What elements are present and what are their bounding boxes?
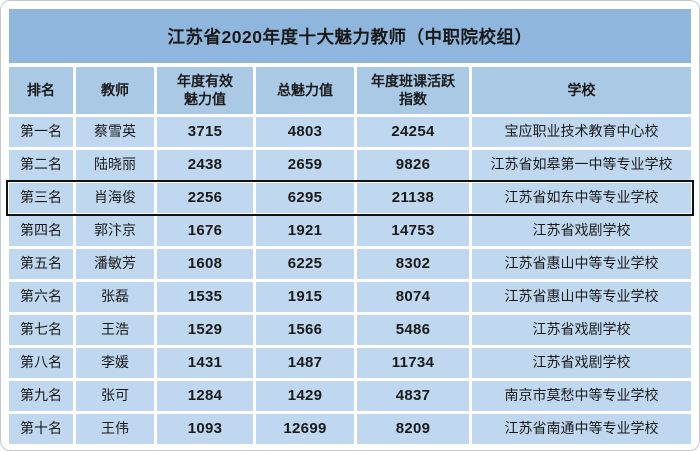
teacher-cell: 张可 [76,381,154,411]
table-row: 第六名 张磊 1535 1915 8074 江苏省惠山中等专业学校 [9,282,691,312]
table-row-highlighted: 第三名 肖海俊 2256 6295 21138 江苏省如东中等专业学校 [6,180,694,216]
activity-index-cell: 24254 [357,117,469,147]
school-cell: 江苏省戏剧学校 [472,348,691,378]
table-row: 第二名 陆晓丽 2438 2659 9826 江苏省如皋第一中等专业学校 [9,150,691,180]
total-charm-cell: 1915 [256,282,354,312]
rank-cell: 第十名 [9,414,73,444]
teacher-cell: 陆晓丽 [76,150,154,180]
header-total-charm: 总魅力值 [256,67,354,114]
teacher-cell: 潘敏芳 [76,249,154,279]
teacher-cell: 李媛 [76,348,154,378]
table-row: 第九名 张可 1284 1429 4837 南京市莫愁中等专业学校 [9,381,691,411]
effective-charm-cell: 1093 [157,414,253,444]
table-row: 第五名 潘敏芳 1608 6225 8302 江苏省惠山中等专业学校 [9,249,691,279]
activity-index-cell: 9826 [357,150,469,180]
header-effective-charm-label: 年度有效魅力值 [177,73,233,107]
rank-cell: 第四名 [9,216,73,246]
activity-index-cell: 5486 [357,315,469,345]
total-charm-cell: 1566 [256,315,354,345]
school-cell: 宝应职业技术教育中心校 [472,117,691,147]
school-cell: 江苏省戏剧学校 [472,216,691,246]
total-charm-cell: 1429 [256,381,354,411]
school-cell: 江苏省惠山中等专业学校 [472,282,691,312]
rank-cell: 第七名 [9,315,73,345]
header-activity-index: 年度班课活跃指数 [357,67,469,114]
table-row: 第八名 李媛 1431 1487 11734 江苏省戏剧学校 [9,348,691,378]
header-activity-index-label: 年度班课活跃指数 [371,73,455,107]
rank-cell: 第二名 [9,150,73,180]
rank-cell: 第九名 [9,381,73,411]
activity-index-cell: 8074 [357,282,469,312]
activity-index-cell: 21138 [357,183,469,213]
table-header-row: 排名 教师 年度有效魅力值 总魅力值 年度班课活跃指数 学校 [9,67,691,114]
header-school: 学校 [472,67,691,114]
effective-charm-cell: 3715 [157,117,253,147]
teacher-cell: 肖海俊 [76,183,154,213]
teacher-cell: 郭汴京 [76,216,154,246]
effective-charm-cell: 2438 [157,150,253,180]
table-row: 第四名 郭汴京 1676 1921 14753 江苏省戏剧学校 [9,216,691,246]
activity-index-cell: 11734 [357,348,469,378]
rank-cell: 第三名 [9,183,73,213]
school-cell: 江苏省惠山中等专业学校 [472,249,691,279]
teacher-cell: 王浩 [76,315,154,345]
school-cell: 南京市莫愁中等专业学校 [472,381,691,411]
teacher-cell: 张磊 [76,282,154,312]
teacher-cell: 蔡雪英 [76,117,154,147]
activity-index-cell: 4837 [357,381,469,411]
total-charm-cell: 4803 [256,117,354,147]
activity-index-cell: 8209 [357,414,469,444]
teacher-cell: 王伟 [76,414,154,444]
school-cell: 江苏省戏剧学校 [472,315,691,345]
effective-charm-cell: 2256 [157,183,253,213]
total-charm-cell: 1921 [256,216,354,246]
activity-index-cell: 8302 [357,249,469,279]
table-title: 江苏省2020年度十大魅力教师（中职院校组） [9,9,691,63]
school-cell: 江苏省南通中等专业学校 [472,414,691,444]
total-charm-cell: 2659 [256,150,354,180]
rank-cell: 第六名 [9,282,73,312]
table-row: 第十名 王伟 1093 12699 8209 江苏省南通中等专业学校 [9,414,691,444]
total-charm-cell: 6295 [256,183,354,213]
header-teacher: 教师 [76,67,154,114]
table-row: 第七名 王浩 1529 1566 5486 江苏省戏剧学校 [9,315,691,345]
effective-charm-cell: 1431 [157,348,253,378]
school-cell: 江苏省如东中等专业学校 [472,183,691,213]
rank-cell: 第五名 [9,249,73,279]
activity-index-cell: 14753 [357,216,469,246]
total-charm-cell: 1487 [256,348,354,378]
total-charm-cell: 6225 [256,249,354,279]
rank-cell: 第八名 [9,348,73,378]
effective-charm-cell: 1608 [157,249,253,279]
school-cell: 江苏省如皋第一中等专业学校 [472,150,691,180]
total-charm-cell: 12699 [256,414,354,444]
effective-charm-cell: 1529 [157,315,253,345]
effective-charm-cell: 1676 [157,216,253,246]
effective-charm-cell: 1284 [157,381,253,411]
ranking-table: 排名 教师 年度有效魅力值 总魅力值 年度班课活跃指数 学校 第一名 蔡雪英 3… [6,67,694,444]
header-effective-charm: 年度有效魅力值 [157,67,253,114]
table-row: 第一名 蔡雪英 3715 4803 24254 宝应职业技术教育中心校 [9,117,691,147]
effective-charm-cell: 1535 [157,282,253,312]
header-rank: 排名 [9,67,73,114]
rank-cell: 第一名 [9,117,73,147]
